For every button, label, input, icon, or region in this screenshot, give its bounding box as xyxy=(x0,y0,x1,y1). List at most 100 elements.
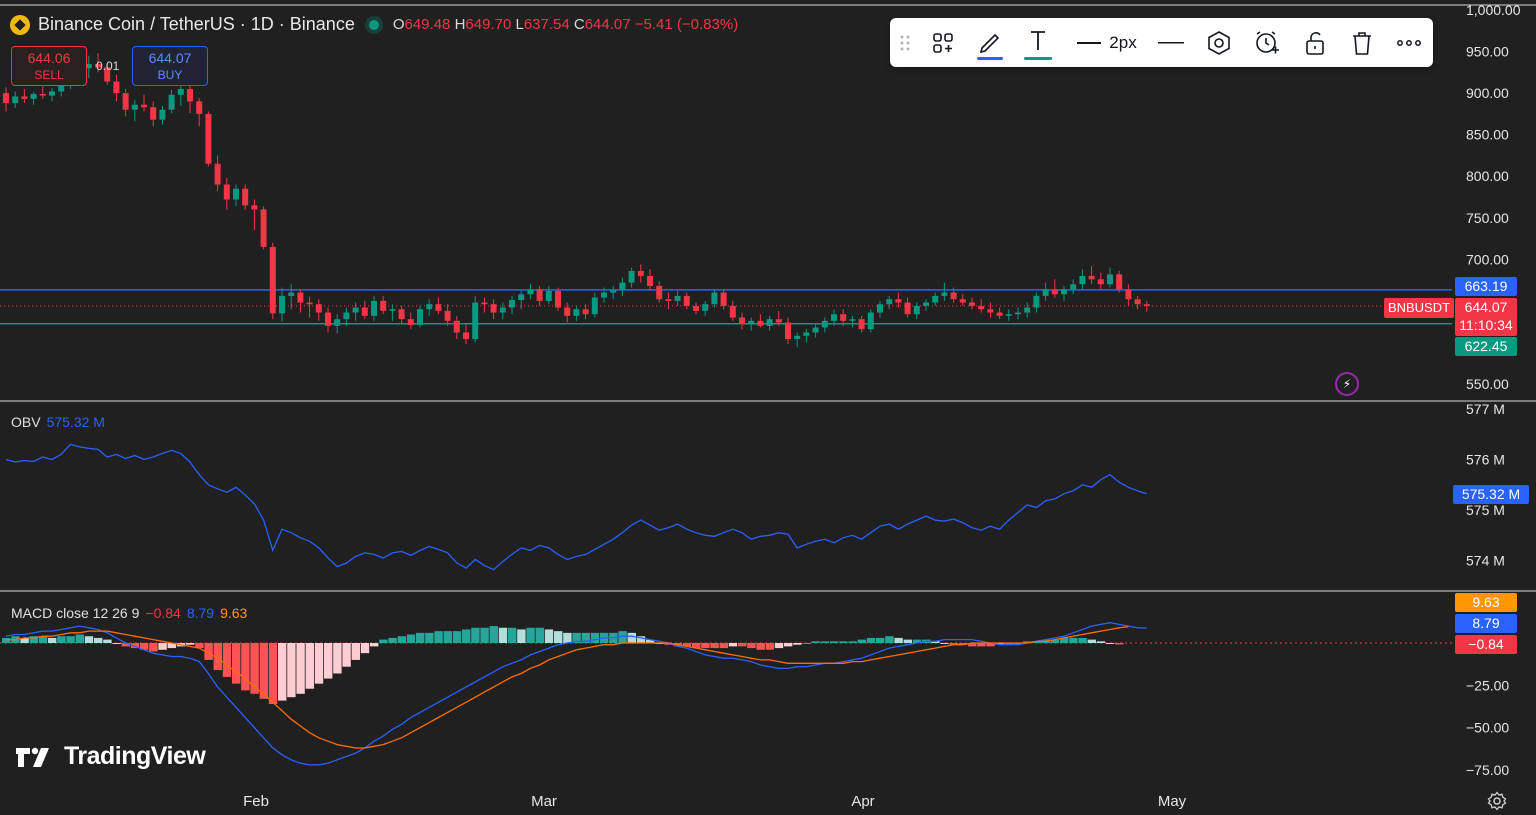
macd-histogram-bar xyxy=(830,641,839,643)
macd-histogram-bar xyxy=(1023,641,1032,643)
macd-histogram-bar xyxy=(811,641,820,643)
candle-body xyxy=(1070,284,1077,290)
candle-body xyxy=(674,295,681,301)
candle-body xyxy=(785,322,791,340)
macd-histogram-bar xyxy=(333,643,342,674)
candle-body xyxy=(3,93,9,104)
macd-histogram-bar xyxy=(940,643,949,644)
candle-body xyxy=(683,295,690,306)
obv-axis-tick: 574 M xyxy=(1466,553,1505,569)
macd-line-value: 8.79 xyxy=(186,605,215,621)
macd-histogram-bar xyxy=(710,643,719,649)
price-axis-tick: 950.00 xyxy=(1466,44,1509,60)
macd-histogram-bar xyxy=(857,639,866,643)
sell-label: SELL xyxy=(34,68,64,82)
text-icon[interactable] xyxy=(1021,18,1055,67)
macd-histogram-bar xyxy=(167,643,176,649)
macd-histogram-bar xyxy=(314,643,324,684)
candle-body xyxy=(371,300,377,316)
macd-histogram-bar xyxy=(195,643,204,649)
candle-body xyxy=(1033,295,1040,308)
macd-histogram-bar xyxy=(462,629,471,643)
resistance-price-tag: 663.19 xyxy=(1455,277,1517,296)
candle-body xyxy=(122,93,129,110)
last-price-tag: 644.07 11:10:34 xyxy=(1455,298,1517,336)
candle-body xyxy=(610,290,617,293)
candle-body xyxy=(867,312,874,330)
candle-body xyxy=(757,320,764,326)
macd-histogram-bar xyxy=(48,637,57,643)
macd-axis-tick: −75.00 xyxy=(1466,762,1509,778)
hexagon-icon[interactable] xyxy=(1202,18,1236,67)
line-style-icon[interactable] xyxy=(1156,18,1186,67)
macd-histogram-bar xyxy=(544,629,554,643)
candle-body xyxy=(509,300,515,308)
macd-histogram-bar xyxy=(995,643,1004,645)
candle-body xyxy=(481,302,488,305)
candle-body xyxy=(417,309,423,325)
macd-histogram-bar xyxy=(572,632,581,643)
macd-histogram-bar xyxy=(278,643,287,701)
drag-handle-icon[interactable] xyxy=(898,18,912,67)
open-value: 649.48 xyxy=(404,16,451,33)
tradingview-logo[interactable]: TradingView xyxy=(14,742,206,771)
candle-body xyxy=(1097,279,1104,285)
macd-histogram-bar xyxy=(186,643,195,645)
candle-body xyxy=(923,302,929,306)
line-width-icon[interactable]: 2px xyxy=(1072,18,1142,67)
candle-body xyxy=(187,88,193,102)
trash-icon[interactable] xyxy=(1345,18,1379,67)
macd-signal-tag: 9.63 xyxy=(1455,593,1517,612)
macd-signal-line xyxy=(6,626,1129,749)
pencil-icon[interactable] xyxy=(973,18,1007,67)
object-tree-icon[interactable] xyxy=(926,18,960,67)
macd-histogram-bar xyxy=(84,636,94,643)
candle-body xyxy=(1107,274,1113,285)
candle-body xyxy=(380,300,387,311)
macd-histogram-bar xyxy=(839,641,848,643)
candle-body xyxy=(1079,275,1086,285)
macd-legend[interactable]: MACD close 12 26 9 −0.84 8.79 9.63 xyxy=(11,605,248,621)
macd-histogram-bar xyxy=(848,641,857,643)
macd-histogram-bar xyxy=(756,643,765,650)
macd-histogram-bar xyxy=(140,643,149,650)
macd-histogram-bar xyxy=(738,643,747,647)
candle-body xyxy=(564,307,571,316)
candle-body xyxy=(895,299,902,303)
macd-histogram-bar xyxy=(75,634,84,643)
obv-axis-tick: 577 M xyxy=(1466,401,1505,417)
settings-gear-icon[interactable] xyxy=(1487,791,1507,811)
candle-body xyxy=(472,302,479,340)
candle-body xyxy=(1125,289,1132,300)
candle-body xyxy=(141,104,147,108)
macd-histogram-bar xyxy=(121,643,130,647)
buy-button[interactable]: 644.07 BUY xyxy=(132,46,208,86)
macd-axis-tick: −50.00 xyxy=(1466,720,1509,736)
obv-legend[interactable]: OBV 575.32 M xyxy=(11,414,105,430)
bnb-logo-icon xyxy=(10,14,30,35)
candle-body xyxy=(306,302,313,305)
close-value: 644.07 xyxy=(584,16,631,33)
alert-clock-icon[interactable] xyxy=(1250,18,1284,67)
symbol-title[interactable]: Binance Coin / TetherUS · 1D · Binance xyxy=(38,14,355,34)
macd-histogram-bar xyxy=(765,643,774,650)
candle-body xyxy=(775,319,782,323)
lightning-icon[interactable]: ⚡ xyxy=(1335,372,1359,396)
more-icon[interactable] xyxy=(1390,18,1428,67)
macd-histogram-bar xyxy=(57,636,66,643)
candle-body xyxy=(196,101,203,114)
macd-histogram-bar xyxy=(222,643,232,677)
sell-button[interactable]: 644.06 SELL xyxy=(11,46,87,86)
macd-histogram-bar xyxy=(876,637,885,643)
unlock-icon[interactable] xyxy=(1298,18,1332,67)
candle-body xyxy=(168,94,175,110)
candle-body xyxy=(693,305,699,311)
line-width-label: 2px xyxy=(1109,32,1137,52)
macd-histogram-bar xyxy=(682,643,692,647)
macd-histogram-bar xyxy=(1069,637,1078,643)
macd-histogram-bar xyxy=(1106,643,1115,644)
candle-body xyxy=(941,292,948,296)
candle-body xyxy=(1015,312,1021,315)
